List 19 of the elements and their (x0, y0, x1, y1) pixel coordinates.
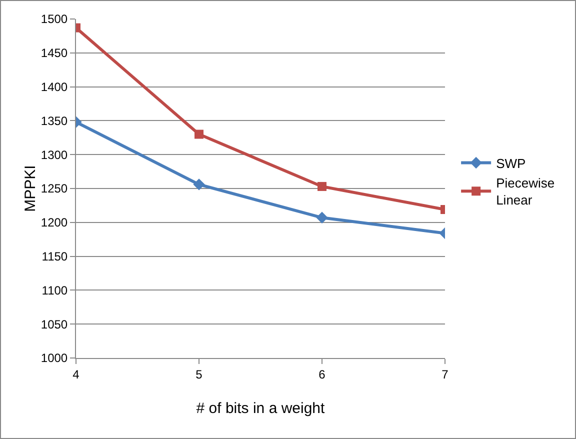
y-tick-label: 1400 (40, 80, 68, 94)
y-tick-label: 1450 (40, 46, 68, 60)
x-tick-label: 5 (196, 367, 203, 382)
y-tick-label: 1350 (40, 114, 68, 128)
y-tick-label: 1500 (40, 12, 68, 26)
x-axis-title: # of bits in a weight (196, 400, 326, 417)
x-tick-label: 4 (72, 367, 80, 382)
y-tick-label: 1300 (40, 148, 68, 162)
legend-label: Piecewise Linear (496, 176, 555, 208)
y-tick-label: 1000 (40, 351, 68, 366)
y-axis-title: MPPKI (22, 165, 39, 212)
y-tick-label: 1150 (42, 250, 68, 264)
y-tick-label: 1050 (40, 317, 68, 332)
x-tick-label: 6 (318, 367, 326, 382)
y-tick-label: 1100 (42, 283, 68, 298)
y-tick-label: 1200 (40, 216, 68, 230)
x-tick-label: 7 (442, 367, 449, 382)
y-tick-label: 1250 (40, 182, 68, 196)
legend-label: SWP (496, 156, 526, 171)
